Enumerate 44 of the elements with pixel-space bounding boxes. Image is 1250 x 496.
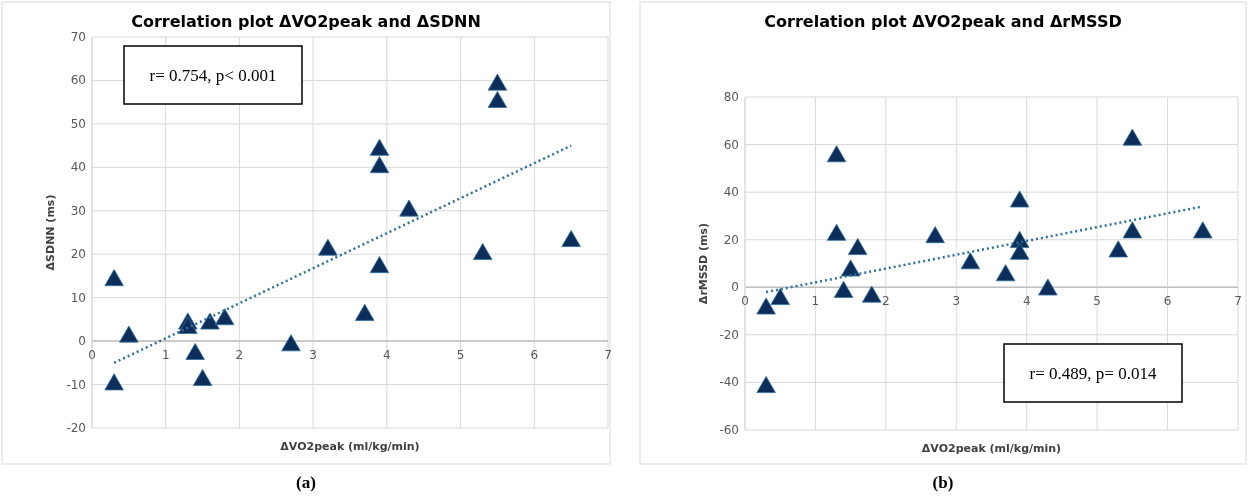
y-tick-label: 30 [70, 203, 86, 218]
y-tick-label: 10 [70, 290, 86, 305]
text: (b) [932, 473, 954, 492]
x-tick-label: 1 [161, 348, 170, 363]
x-tick-label: 1 [811, 294, 820, 309]
annotation: r= 0.489, p= 0.014 [1029, 364, 1157, 383]
x-tick-label: 0 [741, 294, 749, 309]
y-tick-label: 70 [70, 30, 86, 44]
y-tick-label: -20 [66, 421, 86, 435]
y-tick-label: 50 [70, 116, 86, 131]
x-tick-label: 5 [456, 348, 465, 363]
chart-title: Correlation plot ΔVO2peak and ΔSDNN [131, 12, 481, 31]
y-axis-title: ΔSDNN (ms) [44, 194, 57, 271]
x-tick-label: 5 [1093, 294, 1101, 309]
chart-title: Correlation plot ΔVO2peak and ΔrMSSD [764, 12, 1122, 31]
y-tick-label: 40 [723, 185, 739, 200]
y-tick-label: 60 [70, 73, 86, 88]
x-tick-label: 7 [604, 348, 612, 363]
x-tick-label: 6 [530, 348, 539, 363]
x-axis-title: ΔVO2peak (ml/kg/min) [921, 442, 1062, 455]
x-tick-label: 6 [1163, 294, 1172, 309]
x-tick-label: 3 [952, 294, 961, 309]
x-tick-label: 7 [1234, 294, 1242, 309]
x-tick-label: 3 [309, 348, 317, 363]
y-tick-label: 0 [78, 334, 86, 349]
x-tick-label: 4 [1022, 294, 1031, 309]
x-tick-label: 2 [882, 294, 890, 309]
y-tick-label: 60 [723, 137, 739, 152]
x-tick-label: 0 [88, 348, 96, 363]
y-tick-label: 20 [723, 232, 739, 247]
text: (a) [296, 473, 316, 492]
y-tick-label: -60 [719, 423, 739, 437]
y-tick-label: -10 [66, 377, 86, 392]
x-tick-label: 2 [235, 348, 244, 363]
y-tick-label: 40 [70, 160, 86, 175]
y-tick-label: -20 [719, 327, 739, 342]
y-tick-label: 80 [723, 90, 739, 104]
y-tick-label: 20 [70, 247, 86, 262]
x-axis-title: ΔVO2peak (ml/kg/min) [280, 440, 420, 453]
y-tick-label: 0 [731, 280, 739, 295]
y-tick-label: -40 [719, 375, 739, 390]
annotation: r= 0.754, p< 0.001 [149, 66, 277, 85]
y-axis-title: ΔrMSSD (ms) [697, 222, 710, 305]
x-tick-label: 4 [383, 348, 391, 363]
